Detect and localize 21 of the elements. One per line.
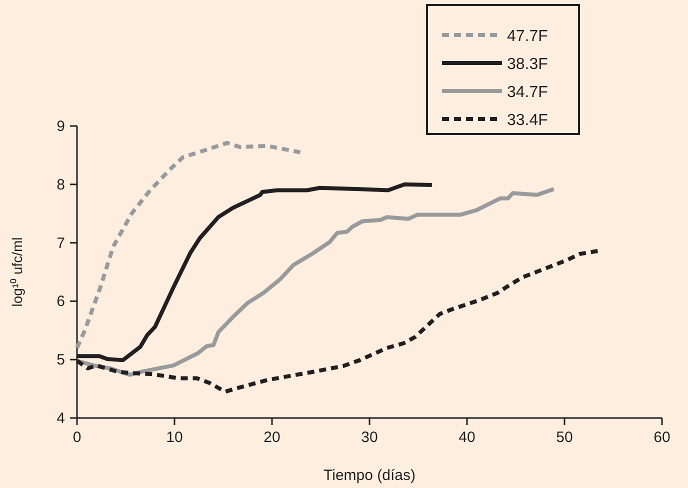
line-series [75, 187, 556, 377]
x-tick-label: 60 [654, 429, 670, 446]
x-tick-label: 50 [556, 429, 573, 446]
y-tick-label: 9 [56, 118, 65, 135]
y-tick-label: 4 [56, 410, 65, 427]
x-tick-label: 20 [264, 429, 280, 446]
legend-label: 34.7F [507, 84, 548, 101]
legend-label: 47.7F [507, 28, 548, 45]
y-tick-label: 8 [56, 176, 65, 194]
x-tick-label: 40 [458, 429, 476, 446]
y-tick-label: 7 [56, 234, 65, 252]
y-tick-label: 6 [56, 293, 65, 310]
y-tick-label: 5 [56, 352, 65, 369]
x-tick-label: 10 [166, 429, 183, 446]
x-tick-label: 0 [72, 429, 82, 446]
y-axis-title: log¹⁰ ufc/ml [9, 237, 25, 307]
legend-label: 33.4F [507, 112, 548, 129]
x-axis-title: Tiempo (días) [324, 467, 416, 484]
line-series [75, 140, 302, 350]
x-tick-label: 30 [361, 429, 378, 446]
legend-label: 38.3F [507, 56, 548, 73]
